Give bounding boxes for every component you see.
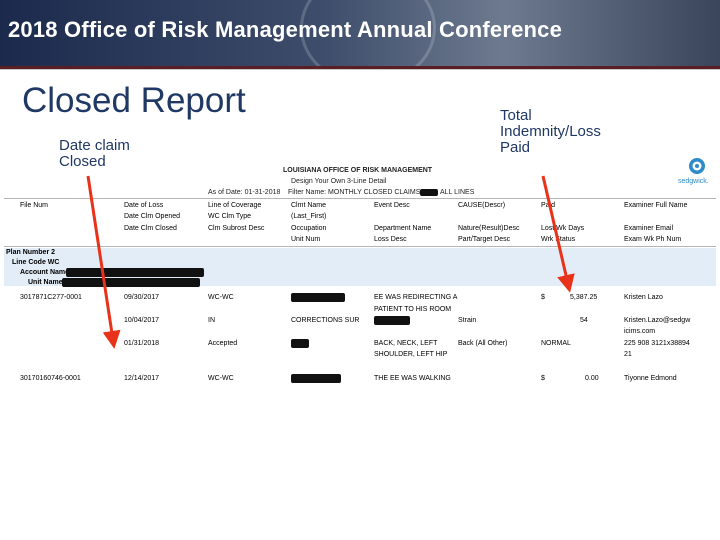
cell-status: NORMAL	[541, 340, 571, 347]
cell-event: THE EE WAS WALKING	[374, 375, 451, 382]
col-header: Clm Subrost Desc	[208, 225, 265, 232]
redaction	[420, 189, 438, 196]
cell-email: icims.com	[624, 328, 656, 335]
col-header: Department Name	[374, 225, 432, 232]
col-header: Examiner Email	[624, 225, 674, 232]
col-header: Wrk Status	[541, 236, 576, 243]
redaction	[291, 339, 309, 348]
cell-subro: Accepted	[208, 340, 238, 347]
col-header: Occupation	[291, 225, 327, 232]
col-header: (Last_First)	[291, 213, 327, 220]
redaction	[291, 293, 345, 302]
redaction	[62, 278, 200, 287]
cell-file-num: 3017871C277-0001	[20, 294, 82, 301]
header-rule	[4, 246, 716, 247]
cell-loss: BACK, NECK, LEFT	[374, 340, 438, 347]
cell-date-loss: 12/14/2017	[124, 375, 160, 382]
cell-line: WC-WC	[208, 375, 234, 382]
cell-line: WC-WC	[208, 294, 234, 301]
seal-graphic	[300, 0, 436, 86]
col-header: Part/Target Desc	[458, 236, 511, 243]
col-header: Paid	[541, 202, 556, 209]
report-design: Design Your Own 3-Line Detail	[291, 178, 387, 185]
conference-title: 2018 Office of Risk Management Annual Co…	[8, 17, 563, 42]
col-header: Clmt Name	[291, 202, 327, 209]
annotation-date-closed: Date claim Closed	[59, 137, 130, 170]
cell-event: EE WAS REDIRECTING A	[374, 294, 458, 301]
cell-clm-type: IN	[208, 317, 215, 324]
col-header: WC Clm Type	[208, 213, 252, 220]
report-filter-tail: ALL LINES	[440, 189, 475, 196]
report-org: LOUISIANA OFFICE OF RISK MANAGEMENT	[283, 167, 433, 174]
header-banner: 2018 Office of Risk Management Annual Co…	[0, 0, 720, 86]
cell-examiner: Kristen Lazo	[624, 294, 663, 301]
cell-opened: 10/04/2017	[124, 317, 160, 324]
col-header: Exam Wk Ph Num	[624, 236, 682, 243]
cell-paid: 5,387.25	[570, 294, 598, 301]
cell-part: Back (All Other)	[458, 340, 508, 347]
cell-loss: SHOULDER, LEFT HIP	[374, 351, 448, 358]
cell-currency: $	[541, 294, 545, 301]
cell-email: Kristen.Lazo@sedgw	[624, 317, 691, 324]
col-header: Lost Wk Days	[541, 225, 585, 232]
cell-file-num: 30170160746-0001	[20, 375, 81, 382]
col-header: Unit Num	[291, 236, 321, 243]
col-header: Event Desc	[374, 202, 410, 209]
banner-rule	[0, 66, 720, 69]
group-plan: Plan Number 2	[6, 249, 56, 256]
slide-title: Closed Report	[22, 81, 246, 120]
cell-date-loss: 09/30/2017	[124, 294, 160, 301]
group-account: Account Name	[20, 269, 70, 276]
col-header: Date Clm Closed	[124, 225, 177, 232]
annotation-total-paid: Total Indemnity/Loss Paid	[500, 107, 601, 156]
col-header: File Num	[20, 202, 49, 209]
cell-currency: $	[541, 375, 545, 382]
report-filter: Filter Name: MONTHLY CLOSED CLAIMS	[288, 189, 421, 196]
col-header: Date Clm Opened	[124, 213, 181, 220]
report-asof: As of Date: 01-31-2018	[208, 189, 281, 196]
cell-lost-days: 54	[580, 317, 588, 324]
col-header: Date of Loss	[124, 202, 164, 209]
banner-rule-thin	[0, 69, 720, 70]
cell-cause: Strain	[458, 317, 477, 324]
col-header: CAUSE(Descr)	[458, 202, 506, 209]
group-line: Line Code WC	[12, 259, 60, 266]
redaction	[66, 268, 204, 277]
col-header: Nature(Result)Desc	[458, 225, 520, 232]
logo-text: sedgwick.	[678, 178, 709, 185]
cell-event: PATIENT TO HIS ROOM	[374, 306, 452, 313]
cell-occupation: CORRECTIONS SUR	[291, 317, 360, 324]
col-header: Examiner Full Name	[624, 202, 688, 209]
group-unit: Unit Name	[28, 279, 63, 286]
col-header: Line of Coverage	[208, 202, 262, 209]
col-header: Loss Desc	[374, 236, 407, 243]
cell-examiner: Tiyonne Edmond	[624, 375, 677, 382]
cell-closed: 01/31/2018	[124, 340, 160, 347]
cell-phone: 225 908 3121x38894	[624, 340, 690, 347]
redaction	[374, 316, 410, 325]
sedgwick-logo	[689, 158, 705, 174]
redaction	[291, 374, 341, 383]
cell-phone: 21	[624, 351, 632, 358]
cell-paid: 0.00	[585, 375, 599, 382]
header-rule	[4, 198, 716, 199]
